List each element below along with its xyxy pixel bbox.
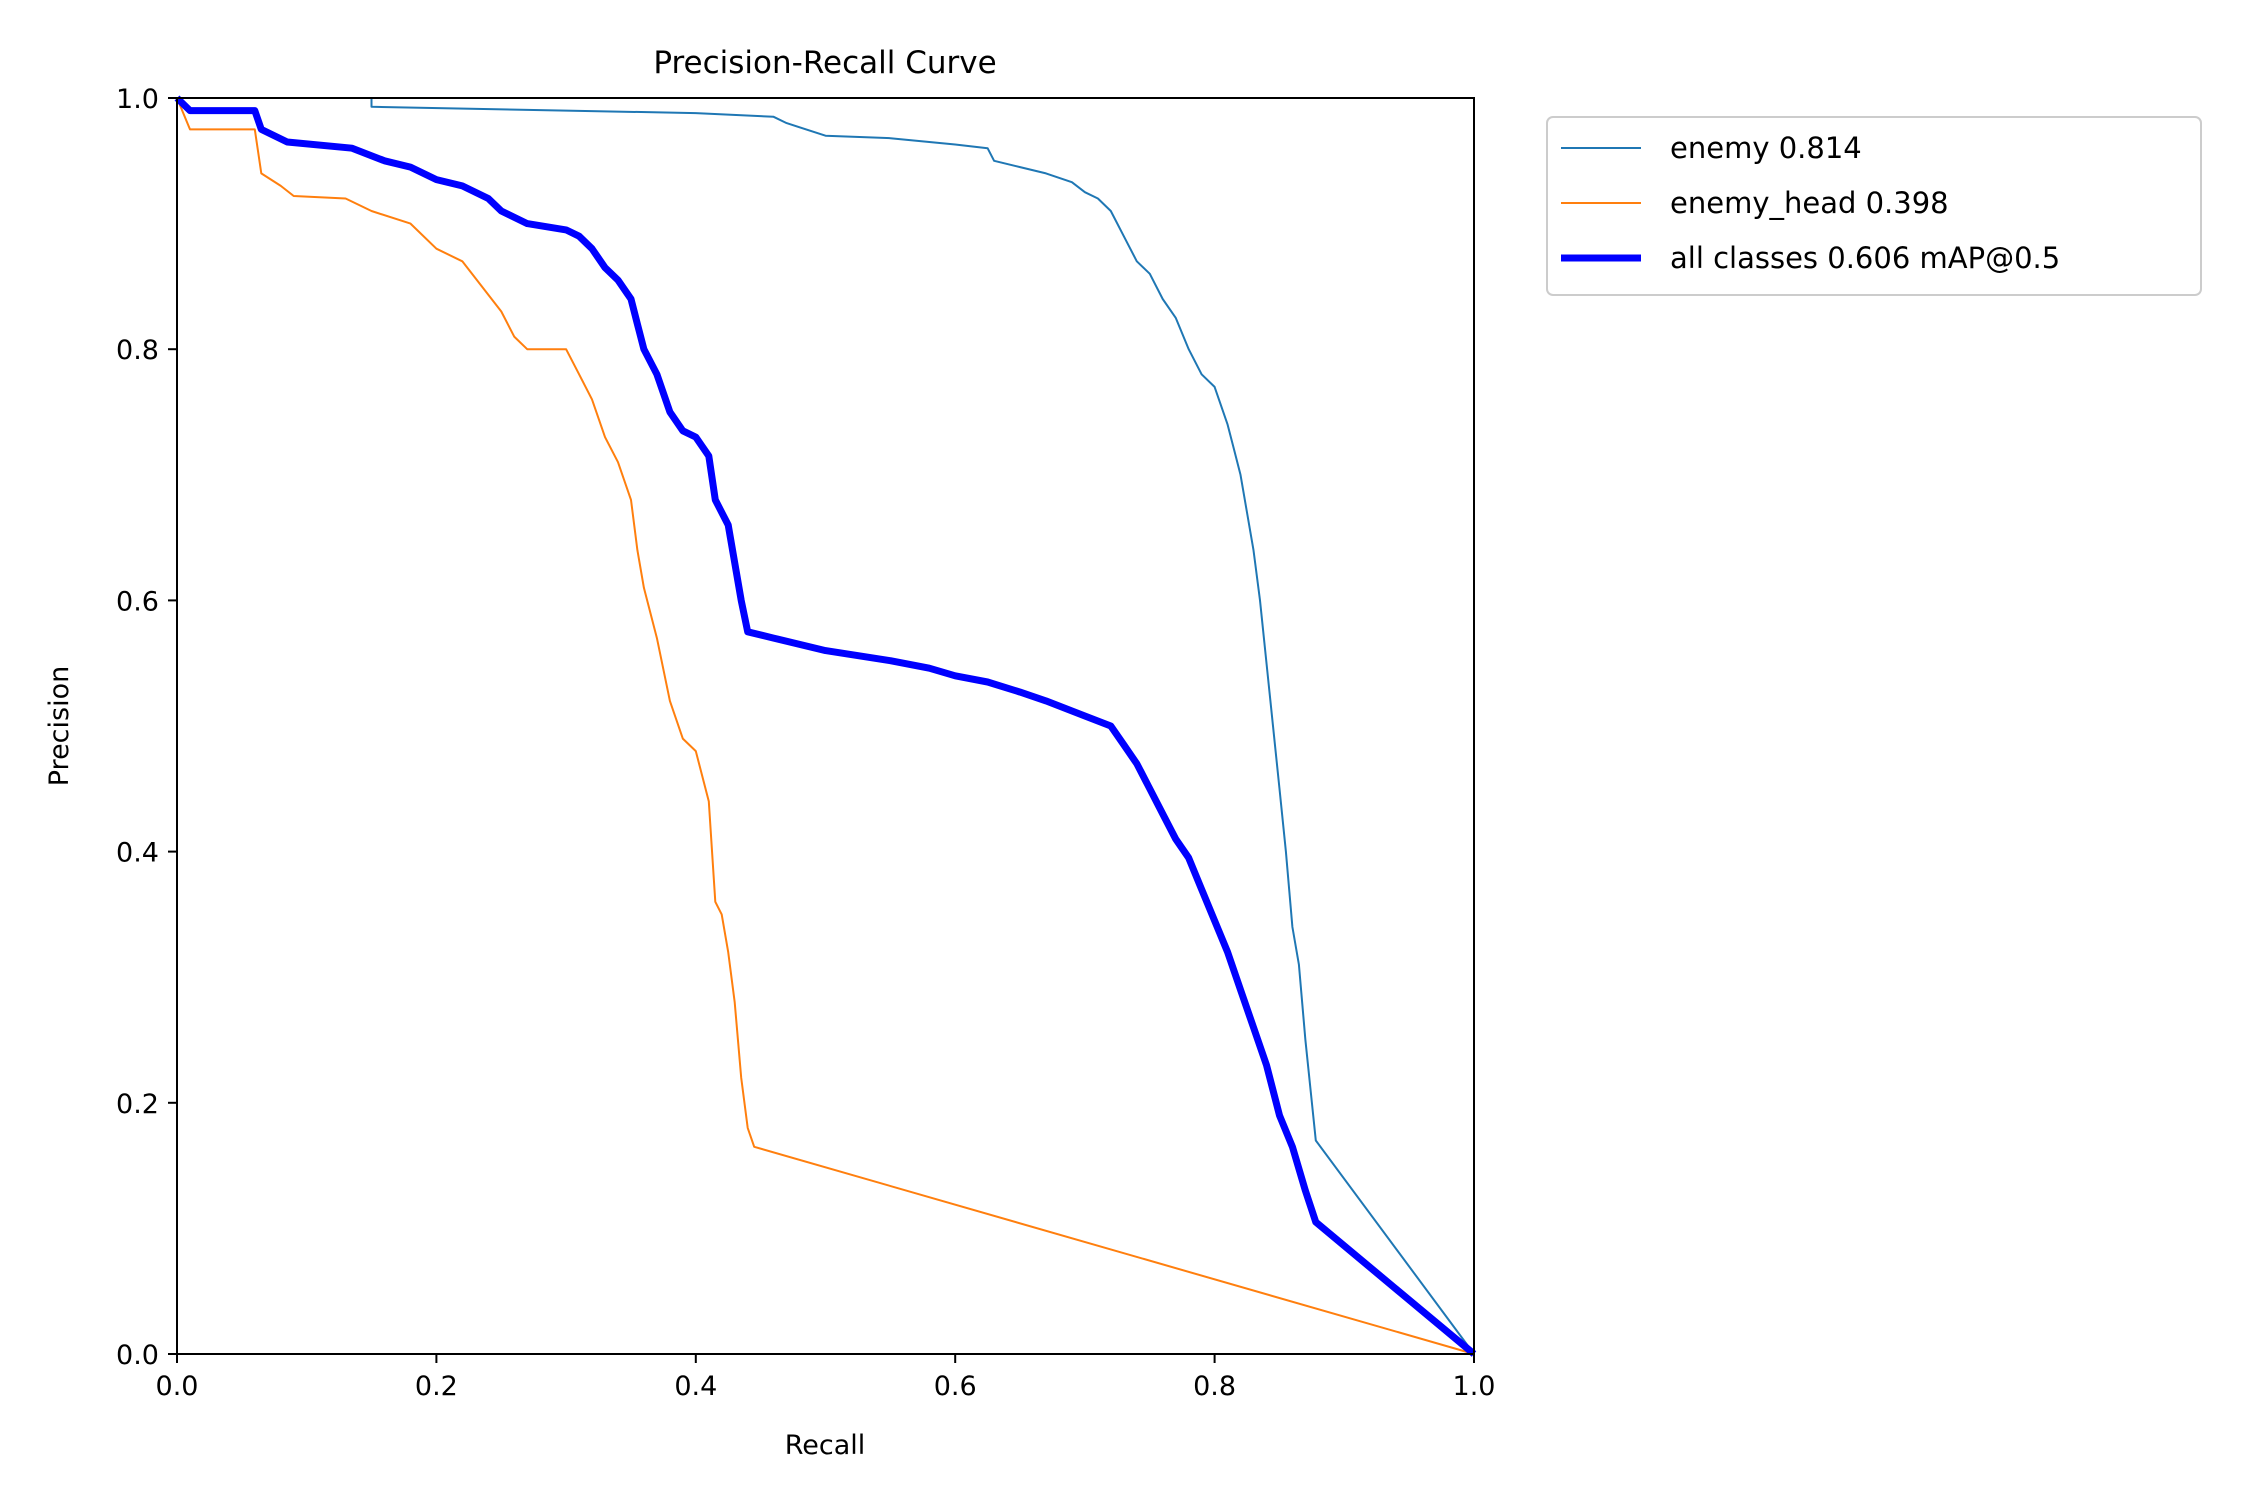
series-line-0 — [177, 97, 1475, 1355]
x-tick-label: 0.2 — [415, 1371, 458, 1402]
x-tick-label: 0.6 — [934, 1371, 977, 1402]
y-tick-label: 0.6 — [116, 586, 159, 617]
x-tick-label: 1.0 — [1453, 1371, 1496, 1402]
chart-title: Precision-Recall Curve — [653, 45, 996, 81]
x-tick-label: 0.8 — [1193, 1371, 1236, 1402]
y-tick-label: 1.0 — [116, 84, 159, 115]
y-tick-label: 0.2 — [116, 1089, 159, 1120]
series-line-1 — [176, 97, 1475, 1355]
legend-label-2: all classes 0.606 mAP@0.5 — [1670, 241, 2060, 275]
legend-box — [1546, 116, 2202, 296]
series-line-2 — [174, 95, 1477, 1357]
x-tick-label: 0.4 — [674, 1371, 717, 1402]
legend-label-0: enemy 0.814 — [1670, 131, 1862, 165]
legend-label-1: enemy_head 0.398 — [1670, 186, 1949, 220]
y-tick-label: 0.4 — [116, 838, 159, 869]
legend: enemy 0.814 enemy_head 0.398 all classes 0… — [1546, 116, 2202, 296]
plot-lines — [174, 95, 1477, 1357]
x-axis: 0.0 0.2 0.4 0.6 0.8 1.0 — [156, 1354, 1496, 1402]
x-tick-label: 0.0 — [156, 1371, 199, 1402]
y-axis: 0.0 0.2 0.4 0.6 0.8 1.0 — [116, 84, 177, 1371]
y-tick-label: 0.0 — [116, 1340, 159, 1371]
x-axis-label: Recall — [785, 1430, 866, 1461]
y-axis-label: Precision — [44, 666, 75, 786]
plot-frame — [176, 97, 1475, 1355]
y-tick-label: 0.8 — [116, 335, 159, 366]
